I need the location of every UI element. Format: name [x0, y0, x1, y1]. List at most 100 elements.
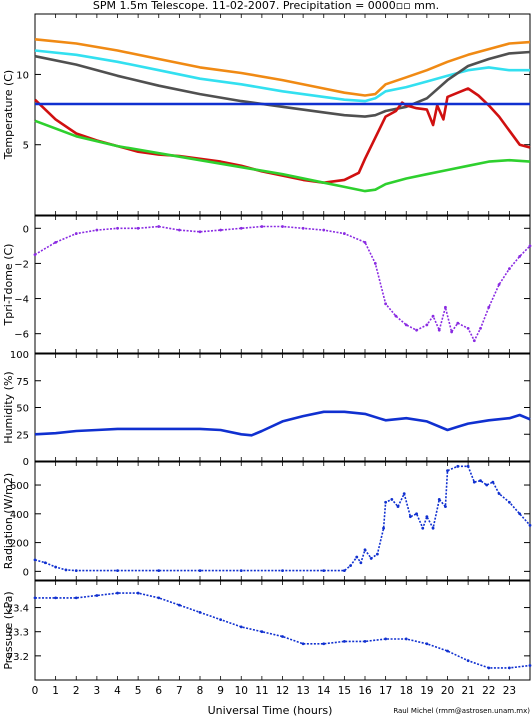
pressure-point	[466, 659, 470, 663]
radiation-point	[421, 526, 425, 530]
pressure-series-blue-line	[35, 592, 531, 669]
tpri-tdome-point	[33, 253, 37, 257]
tpri-tdome-point	[518, 254, 522, 258]
pressure-point	[239, 625, 243, 629]
pressure-point	[528, 664, 532, 667]
x-tick-label: 19	[420, 685, 433, 697]
radiation-point	[349, 564, 352, 568]
chart-title: SPM 1.5m Telescope. 11-02-2007. Precipit…	[93, 0, 439, 12]
pressure-point	[404, 637, 408, 641]
radiation-point	[390, 498, 394, 501]
x-tick-label: 6	[155, 685, 162, 697]
temperature-series-orange-line	[34, 38, 531, 97]
pressure-point	[384, 637, 388, 641]
tpri-tdome-ytick-label: −4	[14, 295, 29, 306]
pressure-frame	[34, 580, 531, 681]
tpri-tdome-point	[281, 225, 284, 228]
tpri-tdome-point	[472, 339, 476, 343]
tpri-tdome-point	[437, 328, 441, 332]
x-tick-label: 1	[52, 685, 59, 697]
radiation-point	[384, 500, 388, 504]
x-tick-label: 18	[400, 685, 413, 697]
tpri-tdome-point	[425, 323, 429, 327]
tpri-tdome-point	[116, 226, 119, 230]
radiation-point	[446, 469, 449, 473]
tpri-tdome-point	[219, 228, 223, 232]
temperature-series-green-line	[34, 119, 531, 193]
radiation-point	[485, 483, 489, 487]
pressure-ytick-label: 73.2	[7, 652, 29, 663]
tpri-tdome-point	[177, 228, 181, 232]
x-tick-label: 0	[32, 685, 39, 697]
pressure-point	[446, 649, 449, 653]
panel-tpri-tdome: 0 −2 −4 −6 Tpri-Tdome (C)	[2, 215, 532, 354]
temperature-ytick-label: 10	[16, 70, 29, 81]
x-tick-label: 17	[379, 685, 392, 697]
radiation-point	[444, 505, 447, 509]
tpri-tdome-ytick-label: −2	[14, 259, 29, 270]
temperature-series-cyan-line	[34, 49, 530, 103]
x-tick-label: 12	[276, 685, 289, 697]
tpri-tdome-point	[450, 330, 454, 334]
radiation-series-blue-line	[34, 465, 531, 572]
x-tick-label: 8	[197, 685, 204, 697]
tpri-tdome-point	[487, 305, 491, 309]
radiation-point	[415, 512, 418, 516]
radiation-point	[402, 492, 406, 496]
radiation-point	[518, 512, 522, 516]
tpri-tdome-ytick-label: 0	[23, 224, 29, 235]
tpri-tdome-point	[301, 226, 305, 230]
radiation-point	[408, 515, 412, 519]
x-tick-label: 22	[482, 685, 495, 697]
tpri-tdome-point	[444, 305, 447, 309]
radiation-point	[491, 480, 495, 484]
x-tick-label: 5	[135, 685, 142, 697]
radiation-point	[359, 561, 363, 565]
temperature-frame	[34, 13, 531, 216]
tpri-tdome-point	[431, 314, 435, 318]
tpri-tdome-frame	[34, 215, 531, 354]
temperature-series-gray-line	[34, 50, 531, 118]
radiation-point	[239, 569, 243, 573]
radiation-point	[281, 569, 284, 573]
tpri-tdome-point	[322, 228, 326, 232]
x-tick-label: 9	[217, 685, 224, 697]
tpri-tdome-point	[198, 230, 202, 234]
humidity-frame	[34, 353, 531, 462]
pressure-point	[342, 639, 346, 643]
radiation-point	[33, 558, 37, 562]
tpri-tdome-series-purple-line	[34, 225, 531, 342]
tpri-tdome-point	[363, 240, 367, 244]
x-tick-label: 4	[114, 685, 121, 697]
radiation-point	[198, 569, 202, 573]
humidity-ytick-label: 25	[16, 430, 29, 441]
x-axis: 0 1 2 3 4 5 6 7 8 9 10 11 12 13 14 15 16 17 18 19 20 21 22 23	[32, 685, 516, 697]
radiation-point	[74, 569, 78, 573]
x-tick-label: 15	[338, 685, 351, 697]
pressure-point	[219, 618, 223, 622]
temperature-series-red-line	[34, 87, 531, 184]
radiation-point	[116, 569, 119, 573]
tpri-tdome-point	[239, 226, 243, 230]
credit-note: Raul Michel (rmm@astrosen.unam.mx)	[393, 707, 530, 715]
humidity-ytick-label: 50	[16, 404, 29, 415]
radiation-point	[64, 568, 68, 572]
radiation-point	[466, 464, 470, 468]
radiation-frame	[34, 461, 531, 581]
radiation-point	[369, 557, 373, 560]
panel-humidity: 0 25 50 75 100 Humidity (%)	[2, 350, 531, 468]
tpri-tdome-ytick-label: −6	[14, 330, 29, 341]
pressure-point	[425, 642, 429, 646]
tpri-tdome-point	[136, 226, 140, 230]
radiation-ytick-label: 600	[10, 481, 29, 492]
x-tick-label: 2	[73, 685, 80, 697]
pressure-point	[54, 596, 58, 600]
tpri-tdome-point	[95, 228, 99, 232]
radiation-ylabel: Radiation (W/m2)	[2, 473, 15, 569]
pressure-ylabel: Pressure (kPa)	[2, 591, 15, 669]
temperature-ytick-label: 5	[23, 141, 29, 152]
radiation-point	[528, 523, 532, 527]
x-tick-label: 7	[176, 685, 183, 697]
